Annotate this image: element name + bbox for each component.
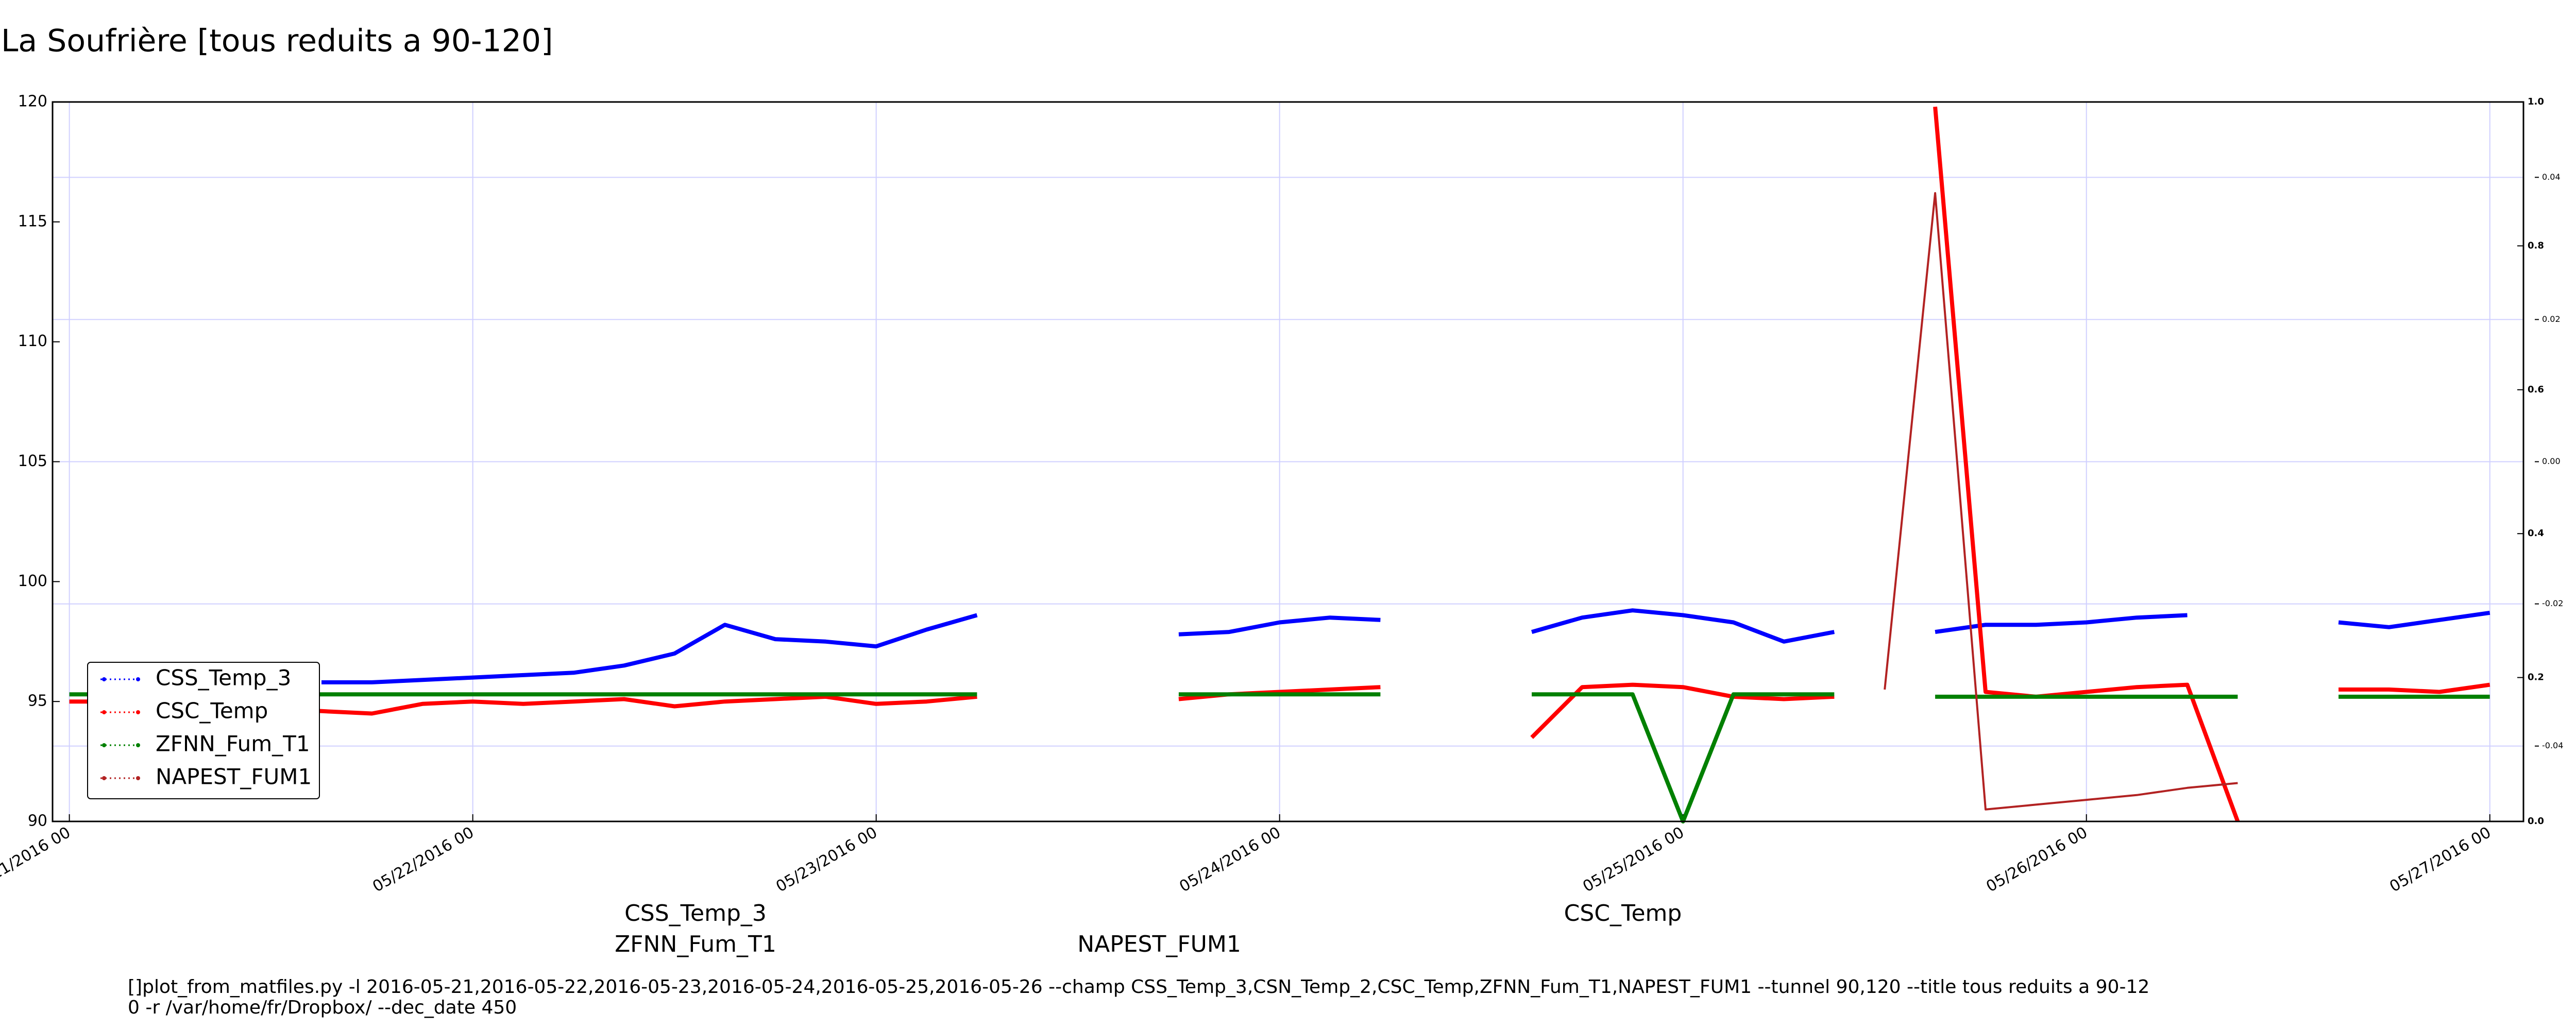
x-tick-label: 05/26/2016 00 (1983, 823, 2091, 896)
y2-tick-label: 0.8 (2528, 240, 2544, 251)
y3-tick-label: -0.02 (2542, 598, 2563, 608)
x-tick-label: 05/24/2016 00 (1176, 823, 1284, 896)
annotation: CSS_Temp_3 (624, 900, 767, 926)
y2-tick-label: 1.0 (2528, 96, 2544, 107)
command-line: 0 -r /var/home/fr/Dropbox/ --dec_date 45… (128, 997, 517, 1018)
legend-marker (136, 677, 140, 681)
y-tick-label: 105 (18, 452, 47, 470)
legend-label: CSS_Temp_3 (156, 665, 291, 691)
legend-marker (136, 710, 140, 714)
y3-tick-label: 0.00 (2542, 456, 2561, 466)
chart-title: La Soufrière [tous reduits a 90-120] (1, 23, 553, 59)
annotation: NAPEST_FUM1 (1077, 931, 1241, 957)
legend-marker (102, 776, 106, 780)
series-line (1178, 615, 1381, 637)
y-tick-label: 115 (18, 212, 47, 230)
legend-box (87, 662, 320, 799)
command-line: []plot_from_matfiles.py -l 2016-05-21,20… (128, 976, 2149, 998)
x-tick-label: 05/25/2016 00 (1580, 823, 1687, 896)
y3-tick-label: 0.04 (2542, 172, 2561, 182)
y-tick-label: 90 (28, 812, 47, 830)
series-line (1933, 106, 2240, 822)
series-line (1884, 192, 2238, 811)
series-line (1531, 608, 1835, 644)
x-tick-label: 05/22/2016 00 (369, 823, 477, 896)
y-tick-label: 110 (18, 332, 47, 350)
legend-marker (102, 710, 106, 714)
annotation: CSC_Temp (1564, 900, 1682, 926)
y2-tick-label: 0.4 (2528, 528, 2544, 539)
series-line (1530, 682, 1835, 739)
x-tick-label: 05/27/2016 00 (2386, 823, 2494, 896)
legend-marker (102, 743, 106, 747)
y3-tick-label: -0.04 (2542, 741, 2563, 750)
y3-tick-label: 0.02 (2542, 314, 2561, 324)
y2-tick-label: 0.6 (2528, 384, 2544, 395)
y-tick-label: 120 (18, 93, 47, 111)
series-line (1935, 613, 2188, 634)
x-tick-label: 05/21/2016 00 (0, 823, 74, 896)
legend-label: CSC_Temp (156, 698, 268, 724)
legend-marker (136, 743, 140, 747)
series-line (2338, 682, 2490, 694)
series-line (321, 613, 978, 684)
annotation: ZFNN_Fum_T1 (615, 931, 776, 957)
legend-label: ZFNN_Fum_T1 (156, 731, 310, 757)
y2-tick-label: 0.0 (2528, 816, 2544, 827)
legend-marker (102, 677, 106, 681)
legend-label: NAPEST_FUM1 (156, 764, 312, 789)
y-tick-label: 100 (18, 572, 47, 590)
legend-marker (136, 776, 140, 780)
y-tick-label: 95 (28, 692, 47, 710)
plot-frame (52, 101, 2524, 822)
series-line (2338, 610, 2490, 629)
x-tick-label: 05/23/2016 00 (773, 823, 880, 896)
y2-tick-label: 0.2 (2528, 672, 2544, 683)
